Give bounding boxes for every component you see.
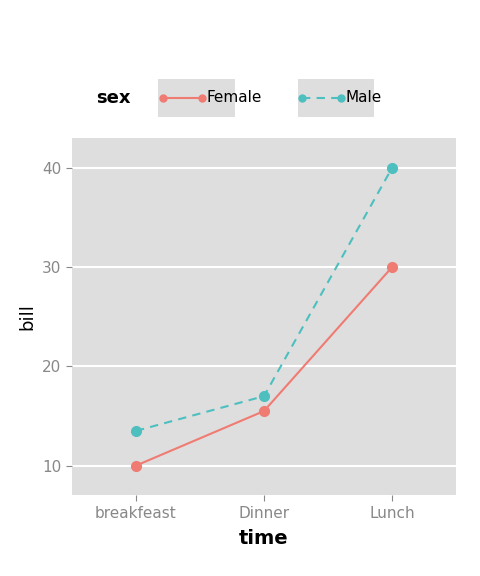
Text: sex: sex [96,89,131,107]
Text: Male: Male [346,90,382,105]
X-axis label: time: time [239,529,289,548]
Text: Female: Female [206,90,262,105]
Y-axis label: bill: bill [19,304,36,330]
